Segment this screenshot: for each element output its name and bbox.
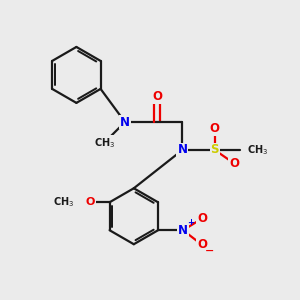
- Text: +: +: [187, 218, 194, 227]
- Text: O: O: [197, 238, 207, 251]
- Text: N: N: [120, 116, 130, 128]
- Text: O: O: [152, 91, 162, 103]
- Text: O: O: [197, 212, 207, 225]
- Text: O: O: [229, 157, 239, 170]
- Text: CH$_3$: CH$_3$: [247, 143, 268, 157]
- Text: −: −: [205, 246, 214, 256]
- Text: N: N: [177, 143, 188, 157]
- Text: S: S: [211, 143, 219, 157]
- Text: N: N: [178, 224, 188, 237]
- Text: CH$_3$: CH$_3$: [94, 136, 115, 149]
- Text: O: O: [86, 197, 95, 207]
- Text: CH$_3$: CH$_3$: [53, 195, 74, 209]
- Text: O: O: [210, 122, 220, 135]
